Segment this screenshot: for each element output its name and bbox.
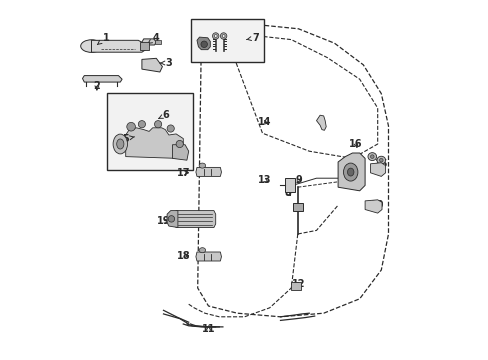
- Text: 14: 14: [257, 117, 270, 127]
- FancyBboxPatch shape: [106, 93, 193, 170]
- Text: 12: 12: [291, 279, 305, 289]
- Ellipse shape: [212, 33, 219, 39]
- Polygon shape: [197, 37, 210, 50]
- Ellipse shape: [138, 121, 145, 128]
- Text: 9: 9: [295, 175, 301, 185]
- Text: 7: 7: [246, 33, 258, 43]
- Ellipse shape: [220, 33, 226, 39]
- Bar: [290, 282, 300, 290]
- Polygon shape: [365, 200, 381, 213]
- Ellipse shape: [168, 216, 174, 222]
- Ellipse shape: [343, 163, 357, 181]
- Polygon shape: [223, 36, 224, 51]
- Text: 17: 17: [176, 168, 190, 178]
- Text: 10: 10: [370, 200, 384, 210]
- Polygon shape: [337, 153, 365, 191]
- Bar: [140, 42, 149, 50]
- Ellipse shape: [214, 35, 217, 37]
- Text: 3: 3: [160, 58, 172, 68]
- Polygon shape: [142, 39, 156, 45]
- Text: 18: 18: [176, 251, 190, 261]
- Ellipse shape: [113, 134, 127, 154]
- Text: 8: 8: [284, 188, 290, 198]
- Polygon shape: [196, 252, 221, 261]
- Ellipse shape: [376, 156, 385, 164]
- Ellipse shape: [370, 155, 373, 158]
- Text: 15: 15: [374, 159, 387, 169]
- Text: 6: 6: [159, 110, 168, 120]
- Ellipse shape: [222, 35, 224, 37]
- Bar: [155, 40, 160, 44]
- Polygon shape: [196, 167, 221, 176]
- Text: 4: 4: [147, 33, 160, 44]
- Ellipse shape: [167, 125, 174, 132]
- Ellipse shape: [176, 140, 183, 148]
- Polygon shape: [91, 40, 147, 52]
- Polygon shape: [125, 128, 183, 158]
- FancyBboxPatch shape: [191, 19, 263, 62]
- Ellipse shape: [347, 168, 353, 176]
- Ellipse shape: [201, 41, 207, 48]
- Ellipse shape: [199, 248, 205, 253]
- Text: 2: 2: [93, 81, 100, 91]
- Ellipse shape: [81, 40, 102, 53]
- Text: 16: 16: [348, 139, 362, 149]
- Bar: [293, 203, 302, 211]
- Polygon shape: [167, 211, 178, 228]
- Ellipse shape: [154, 121, 162, 128]
- Ellipse shape: [199, 163, 205, 168]
- Text: 11: 11: [202, 324, 215, 334]
- Text: 1: 1: [97, 33, 109, 45]
- Ellipse shape: [117, 139, 123, 149]
- Polygon shape: [174, 211, 215, 228]
- Text: 5: 5: [122, 134, 134, 144]
- Polygon shape: [172, 145, 188, 160]
- Text: 13: 13: [257, 175, 270, 185]
- Bar: [284, 178, 294, 192]
- Polygon shape: [316, 115, 325, 130]
- Ellipse shape: [367, 153, 376, 161]
- Polygon shape: [370, 163, 385, 176]
- Text: 19: 19: [157, 216, 170, 226]
- Ellipse shape: [126, 122, 135, 131]
- Polygon shape: [82, 76, 122, 82]
- Ellipse shape: [379, 158, 382, 162]
- Polygon shape: [142, 58, 162, 72]
- Polygon shape: [215, 36, 216, 51]
